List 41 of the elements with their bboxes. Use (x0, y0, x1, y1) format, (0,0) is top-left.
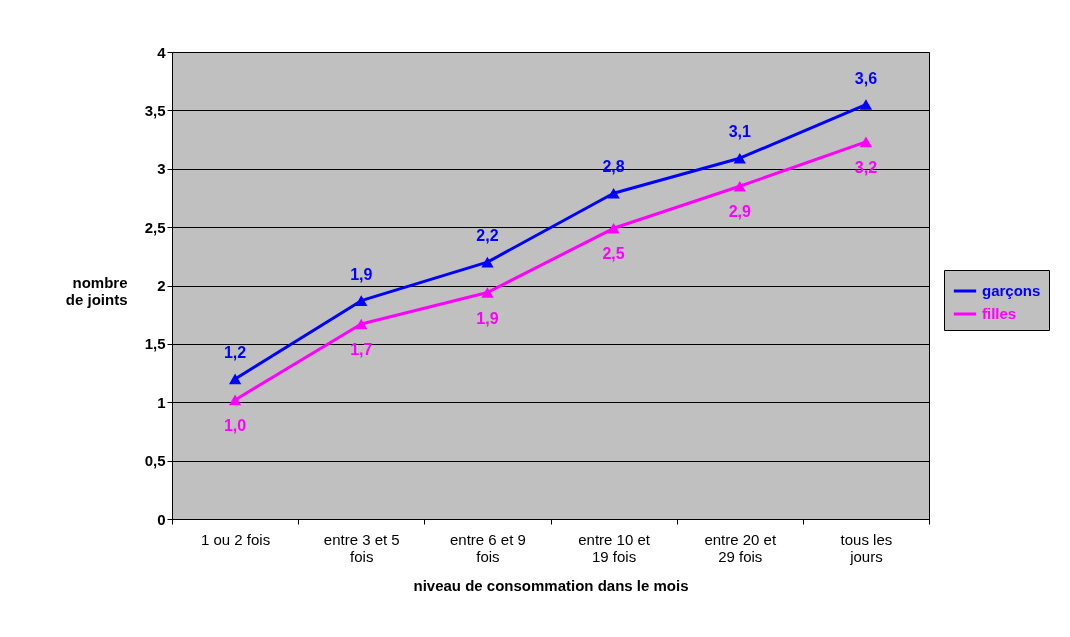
data-label: 1,7 (350, 341, 373, 359)
x-tick-label: tous les jours (840, 530, 893, 565)
y-tick-label: 0 (157, 510, 166, 528)
x-tick-label: 1 ou 2 fois (200, 530, 271, 548)
x-tick-label: entre 3 et 5 fois (323, 530, 400, 565)
x-axis-title: niveau de consommation dans le mois (413, 576, 689, 594)
x-tick-label: entre 10 et 19 fois (578, 530, 651, 565)
point (355, 295, 368, 306)
data-label: 2,9 (728, 203, 751, 221)
data-label: 1,0 (223, 416, 247, 434)
point (355, 318, 368, 330)
data-label: 2,5 (602, 245, 625, 263)
point (481, 287, 494, 298)
data-label: 2,2 (476, 227, 499, 245)
x-tick-label: entre 6 et 9 fois (449, 530, 526, 565)
y-tick-label: 2,5 (144, 218, 166, 236)
y-tick-label: 1,5 (144, 335, 166, 353)
point (607, 187, 620, 199)
y-tick-label: 1 (157, 393, 166, 411)
y-tick-label: 3,5 (144, 101, 166, 119)
point (607, 222, 620, 234)
y-tick-label: 2 (157, 277, 166, 294)
point (859, 136, 873, 148)
point (481, 256, 494, 268)
point (228, 373, 242, 385)
y-tick-label: 0,5 (144, 452, 166, 470)
point (733, 180, 746, 192)
point (733, 152, 746, 164)
point (228, 394, 242, 406)
legend-label: filles (982, 305, 1017, 322)
data-label: 3,1 (728, 123, 751, 141)
data-label: 1,9 (476, 309, 499, 327)
x-tick-label: entre 20 et 29 fois (704, 530, 777, 565)
data-label: 3,6 (854, 69, 878, 87)
y-tick-label: 4 (157, 43, 167, 61)
legend-label: garçons (982, 282, 1041, 299)
data-label: 1,9 (350, 265, 373, 283)
point (859, 99, 873, 110)
y-axis-title: nombre de joints (65, 273, 128, 308)
data-label: 1,2 (223, 343, 247, 361)
y-tick-label: 3 (157, 160, 166, 178)
